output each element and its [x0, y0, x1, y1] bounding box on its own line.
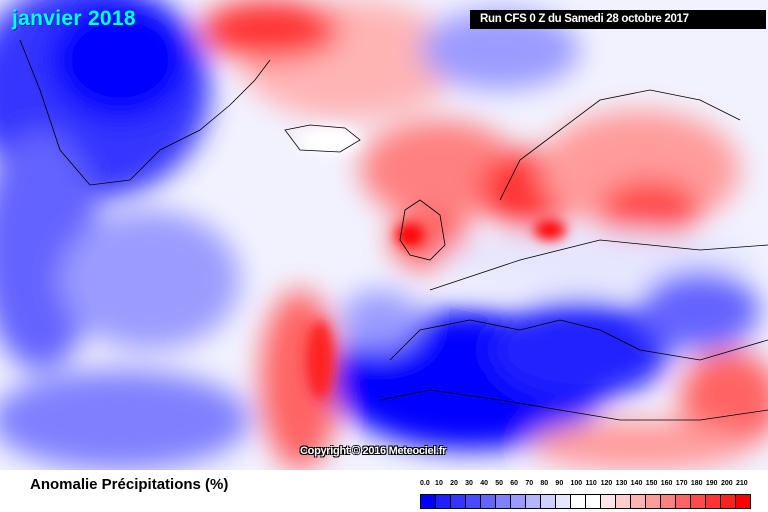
scale-swatch: [421, 495, 436, 508]
month-title: janvier 2018: [12, 7, 136, 30]
scale-swatch: [541, 495, 556, 508]
scale-label: 10: [435, 480, 443, 487]
scale-swatch: [661, 495, 676, 508]
scale-label: 100: [570, 480, 583, 487]
scale-swatch: [451, 495, 466, 508]
scale-label: 30: [465, 480, 473, 487]
legend-panel: Anomalie Précipitations (%) 0.0 10 20 30 40 5…: [0, 470, 768, 512]
color-scale: 0.0 10 20 30 40 50 60 70 80 90 100 110 120 130 140 150 1…: [420, 480, 751, 509]
scale-swatch: [586, 495, 601, 508]
scale-labels: 0.0 10 20 30 40 50 60 70 80 90 100 110 120 130 140 150 1…: [420, 480, 751, 490]
scale-label: 140: [630, 480, 643, 487]
scale-label: 90: [555, 480, 564, 487]
scale-swatch: [481, 495, 496, 508]
scale-swatch: [571, 495, 586, 508]
scale-label: 120: [600, 480, 613, 487]
scale-swatch: [556, 495, 571, 508]
scale-swatch: [601, 495, 616, 508]
scale-label: 70: [525, 480, 534, 487]
scale-label: 80: [540, 480, 549, 487]
scale-label: 50: [495, 480, 504, 487]
coastlines: [19, 39, 768, 421]
scale-swatch: [676, 495, 691, 508]
scale-swatch: [706, 495, 721, 508]
scale-swatch: [496, 495, 511, 508]
legend-title: Anomalie Précipitations (%): [30, 476, 229, 493]
scale-label: 200: [720, 480, 733, 487]
scale-swatch: [721, 495, 736, 508]
scale-label: 190: [705, 480, 718, 487]
scale-label: 20: [450, 480, 458, 487]
copyright-text: Copyright © 2016 Meteociel.fr: [300, 445, 447, 457]
scale-swatch: [631, 495, 646, 508]
scale-swatch: [646, 495, 661, 508]
scale-label: 60: [510, 480, 519, 487]
scale-swatch: [511, 495, 526, 508]
scale-label: 180: [690, 480, 703, 487]
scale-label: 40: [480, 480, 488, 487]
scale-swatch: [736, 495, 750, 508]
scale-label: 160: [660, 480, 673, 487]
scale-label: 170: [675, 480, 688, 487]
scale-swatch: [466, 495, 481, 508]
scale-label: 110: [585, 480, 597, 487]
scale-swatch: [691, 495, 706, 508]
scale-label: 130: [615, 480, 628, 487]
scale-swatch: [526, 495, 541, 508]
anomaly-field: [0, 0, 768, 470]
scale-bar: [420, 494, 751, 509]
scale-label: 0.0: [420, 480, 430, 487]
precipitation-anomaly-map: janvier 2018 Run CFS 0 Z du Samedi 28 oc…: [0, 0, 768, 470]
scale-label: 150: [645, 480, 658, 487]
scale-swatch: [436, 495, 451, 508]
scale-swatch: [616, 495, 631, 508]
scale-label: 210: [735, 480, 748, 487]
run-label: Run CFS 0 Z du Samedi 28 octobre 2017: [470, 10, 766, 29]
